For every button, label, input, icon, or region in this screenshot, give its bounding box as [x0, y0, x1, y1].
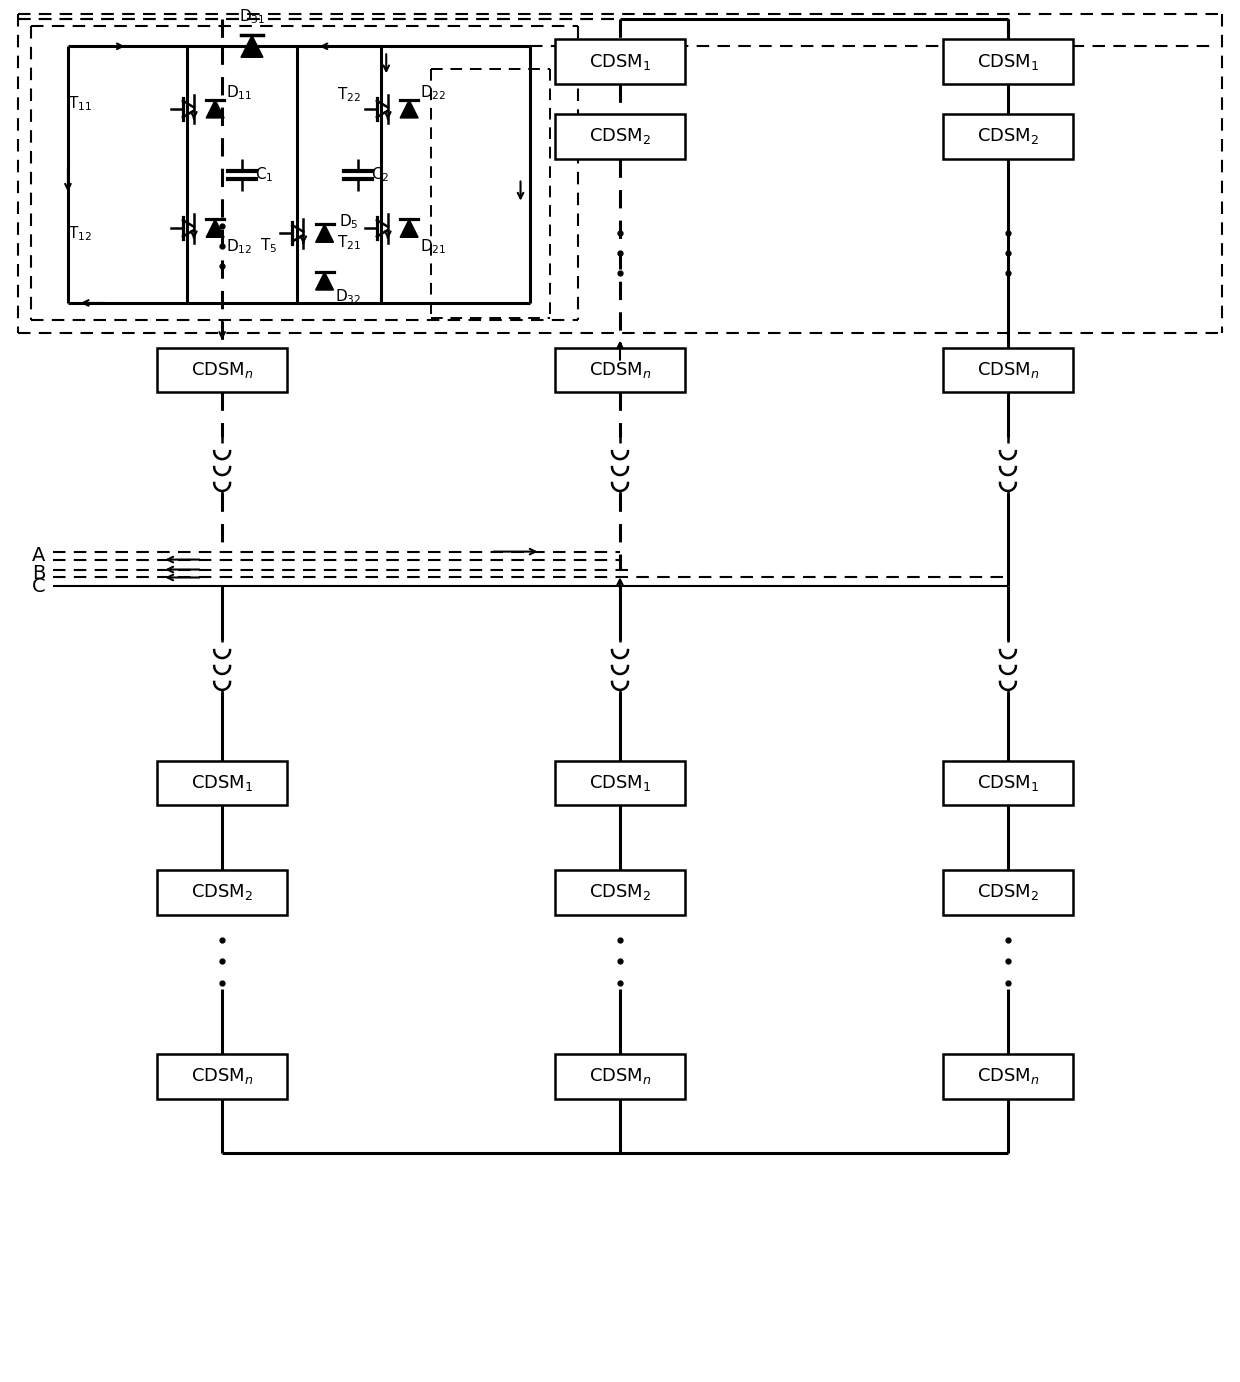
Polygon shape	[401, 220, 418, 238]
Text: CDSM$_n$: CDSM$_n$	[977, 1067, 1039, 1086]
Text: C: C	[31, 576, 45, 596]
Text: D$_{22}$: D$_{22}$	[420, 84, 446, 102]
Text: CDSM$_2$: CDSM$_2$	[191, 882, 253, 902]
Text: D$_{21}$: D$_{21}$	[420, 236, 446, 256]
Text: CDSM$_n$: CDSM$_n$	[589, 361, 651, 380]
Text: CDSM$_2$: CDSM$_2$	[589, 882, 651, 902]
Bar	[944, 869, 1073, 915]
Text: A: A	[32, 546, 45, 565]
Text: D$_{31}$: D$_{31}$	[239, 8, 265, 26]
Bar	[556, 760, 684, 806]
Text: CDSM$_1$: CDSM$_1$	[977, 51, 1039, 72]
Text: CDSM$_1$: CDSM$_1$	[589, 51, 651, 72]
Text: CDSM$_1$: CDSM$_1$	[977, 773, 1039, 793]
Text: CDSM$_1$: CDSM$_1$	[589, 773, 651, 793]
Bar	[157, 1054, 286, 1099]
Text: CDSM$_2$: CDSM$_2$	[589, 126, 651, 146]
Text: T$_{11}$: T$_{11}$	[68, 94, 92, 113]
Text: CDSM$_n$: CDSM$_n$	[589, 1067, 651, 1086]
Bar	[556, 113, 684, 159]
Bar	[944, 39, 1073, 84]
Bar	[157, 348, 286, 392]
Text: T$_5$: T$_5$	[260, 236, 278, 254]
Text: CDSM$_1$: CDSM$_1$	[191, 773, 253, 793]
Text: D$_{32}$: D$_{32}$	[335, 287, 362, 307]
Text: CDSM$_n$: CDSM$_n$	[191, 361, 253, 380]
Text: B: B	[32, 564, 45, 583]
Polygon shape	[241, 36, 263, 57]
Text: C$_2$: C$_2$	[371, 166, 389, 184]
Polygon shape	[316, 224, 334, 242]
Text: T$_{22}$: T$_{22}$	[337, 86, 361, 105]
Bar	[944, 760, 1073, 806]
Text: T$_{12}$: T$_{12}$	[68, 224, 92, 243]
Text: D$_{12}$: D$_{12}$	[226, 236, 252, 256]
Polygon shape	[206, 220, 224, 238]
Bar	[157, 869, 286, 915]
Polygon shape	[401, 100, 418, 117]
Bar	[944, 113, 1073, 159]
Bar	[944, 348, 1073, 392]
Bar	[556, 348, 684, 392]
Polygon shape	[206, 100, 224, 117]
Text: D$_{11}$: D$_{11}$	[226, 84, 252, 102]
Bar	[157, 760, 286, 806]
Bar	[556, 1054, 684, 1099]
Text: D$_5$: D$_5$	[339, 211, 358, 231]
Text: T$_{21}$: T$_{21}$	[337, 234, 361, 252]
Text: CDSM$_n$: CDSM$_n$	[191, 1067, 253, 1086]
Bar	[556, 39, 684, 84]
Text: CDSM$_n$: CDSM$_n$	[977, 361, 1039, 380]
Text: CDSM$_2$: CDSM$_2$	[977, 882, 1039, 902]
Text: CDSM$_2$: CDSM$_2$	[977, 126, 1039, 146]
Bar	[944, 1054, 1073, 1099]
Text: C$_1$: C$_1$	[254, 166, 273, 184]
Bar	[556, 869, 684, 915]
Polygon shape	[316, 272, 334, 290]
